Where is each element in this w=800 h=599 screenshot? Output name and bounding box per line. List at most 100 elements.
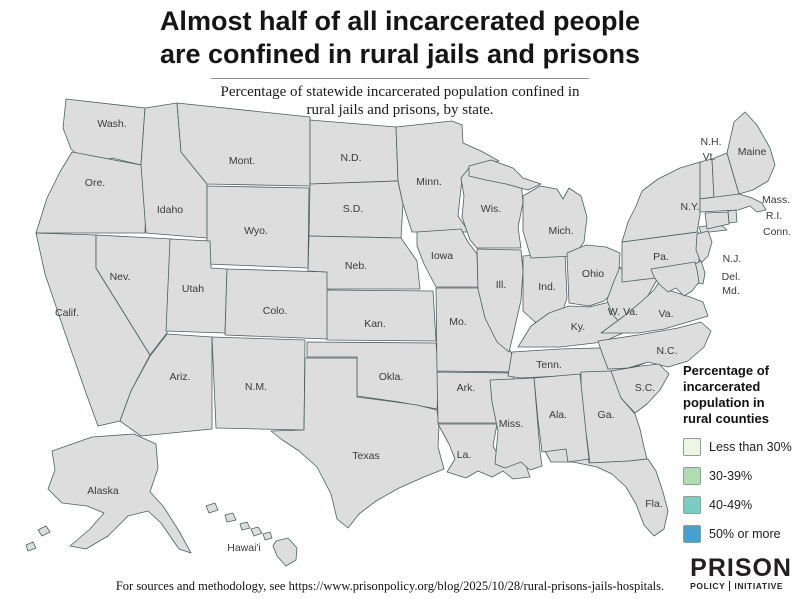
state-label-AK: Alaska [87, 485, 119, 497]
state-label-MD: Md. [722, 285, 740, 297]
state-label-TX: Texas [352, 450, 379, 462]
state-label-CT: Conn. [763, 226, 791, 238]
state-label-NH: N.H. [701, 136, 722, 148]
state-label-RI: R.I. [766, 210, 782, 222]
state-OR [35, 151, 148, 234]
state-label-WV: W. Va. [608, 306, 638, 318]
title-line-2: are confined in rural jails and prisons [159, 39, 641, 69]
state-MD [650, 261, 700, 297]
legend-item-30-39: 30-39% [683, 467, 797, 485]
state-label-MN: Minn. [416, 176, 442, 188]
state-label-NV: Nev. [110, 271, 131, 283]
state-label-NJ: N.J. [723, 253, 742, 265]
logo-subtitle-policy: POLICY [690, 581, 726, 591]
legend-swatch-50-plus [683, 525, 701, 543]
state-FL [543, 444, 669, 537]
state-AZ [119, 333, 213, 437]
legend-label-40-49: 40-49% [709, 498, 753, 512]
page-title: Almost half of all incarcerated people a… [0, 5, 800, 71]
state-label-HI: Hawai'i [227, 542, 261, 554]
logo-wordmark: PRISON [690, 554, 792, 582]
state-label-OR: Ore. [85, 177, 105, 189]
state-TX [270, 357, 445, 529]
prison-policy-initiative-logo: PRISON POLICY INITIATIVE [690, 556, 792, 591]
state-label-IA: Iowa [431, 250, 453, 262]
subtitle-line-1: Percentage of statewide incarcerated pop… [220, 84, 580, 100]
logo-subtitle-initiative: INITIATIVE [734, 581, 784, 591]
subtitle-line-2: rural jails and prisons, by state. [306, 102, 494, 118]
state-label-NE: Neb. [345, 260, 367, 272]
state-label-LA: La. [457, 449, 472, 461]
state-label-IN: Ind. [538, 281, 556, 293]
state-label-CO: Colo. [263, 305, 288, 317]
state-label-VT: Vt. [703, 151, 716, 163]
state-HI [205, 502, 298, 567]
state-label-MO: Mo. [449, 316, 467, 328]
legend-label-30-39: 30-39% [709, 469, 753, 483]
state-label-NM: N.M. [245, 381, 267, 393]
state-label-ND: N.D. [341, 152, 362, 164]
state-MT [176, 102, 311, 187]
state-CO [224, 268, 330, 340]
state-label-DE: Del. [722, 271, 741, 283]
state-label-MA: Mass. [762, 194, 790, 206]
state-labels-group: Wash. Ore. Calif. Nev. Idaho Mont. Wyo. Utah Col… [55, 118, 791, 554]
state-ME [726, 111, 776, 195]
state-label-CA: Calif. [55, 307, 79, 319]
state-IL [476, 248, 524, 353]
state-label-WI: Wis. [481, 203, 501, 215]
subtitle: Percentage of statewide incarcerated pop… [0, 83, 800, 119]
state-label-AR: Ark. [457, 382, 476, 394]
state-label-KY: Ky. [571, 321, 585, 333]
state-label-MS: Miss. [499, 418, 524, 430]
state-NC [597, 321, 712, 370]
title-divider [211, 78, 589, 79]
logo-divider [729, 581, 731, 591]
state-label-WA: Wash. [97, 118, 126, 130]
state-MI [468, 159, 588, 259]
legend-swatch-lt30 [683, 438, 701, 456]
legend-label-lt30: Less than 30% [709, 440, 792, 454]
state-label-KS: Kan. [364, 318, 386, 330]
state-label-GA: Ga. [598, 409, 615, 421]
state-label-IL: Ill. [496, 279, 507, 291]
state-label-FL: Fla. [645, 498, 663, 510]
legend-item-lt30: Less than 30% [683, 438, 797, 456]
legend: Percentage of incarcerated population in… [683, 363, 797, 543]
state-NE [307, 235, 421, 290]
state-label-NC: N.C. [657, 345, 678, 357]
state-label-UT: Utah [182, 283, 204, 295]
state-VA [600, 278, 709, 334]
source-note: For sources and methodology, see https:/… [115, 579, 665, 593]
state-NJ [695, 230, 713, 264]
legend-item-50-plus: 50% or more [683, 525, 797, 543]
state-label-AL: Ala. [549, 409, 567, 421]
state-label-WY: Wyo. [244, 225, 268, 237]
state-label-VA: Va. [659, 308, 674, 320]
legend-swatch-30-39 [683, 467, 701, 485]
state-label-SC: S.C. [635, 382, 655, 394]
logo-subtitle: POLICY INITIATIVE [690, 581, 792, 591]
state-label-MT: Mont. [229, 155, 255, 167]
state-label-TN: Tenn. [536, 359, 562, 371]
state-label-PA: Pa. [653, 251, 669, 263]
state-label-ME: Maine [738, 146, 767, 158]
legend-label-50-plus: 50% or more [709, 527, 781, 541]
state-label-OK: Okla. [379, 371, 404, 383]
state-RI [727, 209, 738, 224]
state-AL [533, 373, 590, 463]
state-label-SD: S.D. [343, 203, 363, 215]
state-label-MI: Mich. [548, 225, 573, 237]
legend-title: Percentage of incarcerated population in… [683, 363, 769, 426]
title-line-1: Almost half of all incarcerated people [159, 6, 641, 36]
state-AK [25, 433, 192, 554]
state-label-AZ: Ariz. [170, 371, 191, 383]
state-MA [699, 193, 767, 213]
state-KS [326, 289, 437, 342]
state-label-ID: Idaho [157, 204, 183, 216]
state-label-OH: Ohio [582, 268, 604, 280]
legend-item-40-49: 40-49% [683, 496, 797, 514]
state-CT [704, 211, 730, 230]
state-NV [95, 234, 173, 356]
